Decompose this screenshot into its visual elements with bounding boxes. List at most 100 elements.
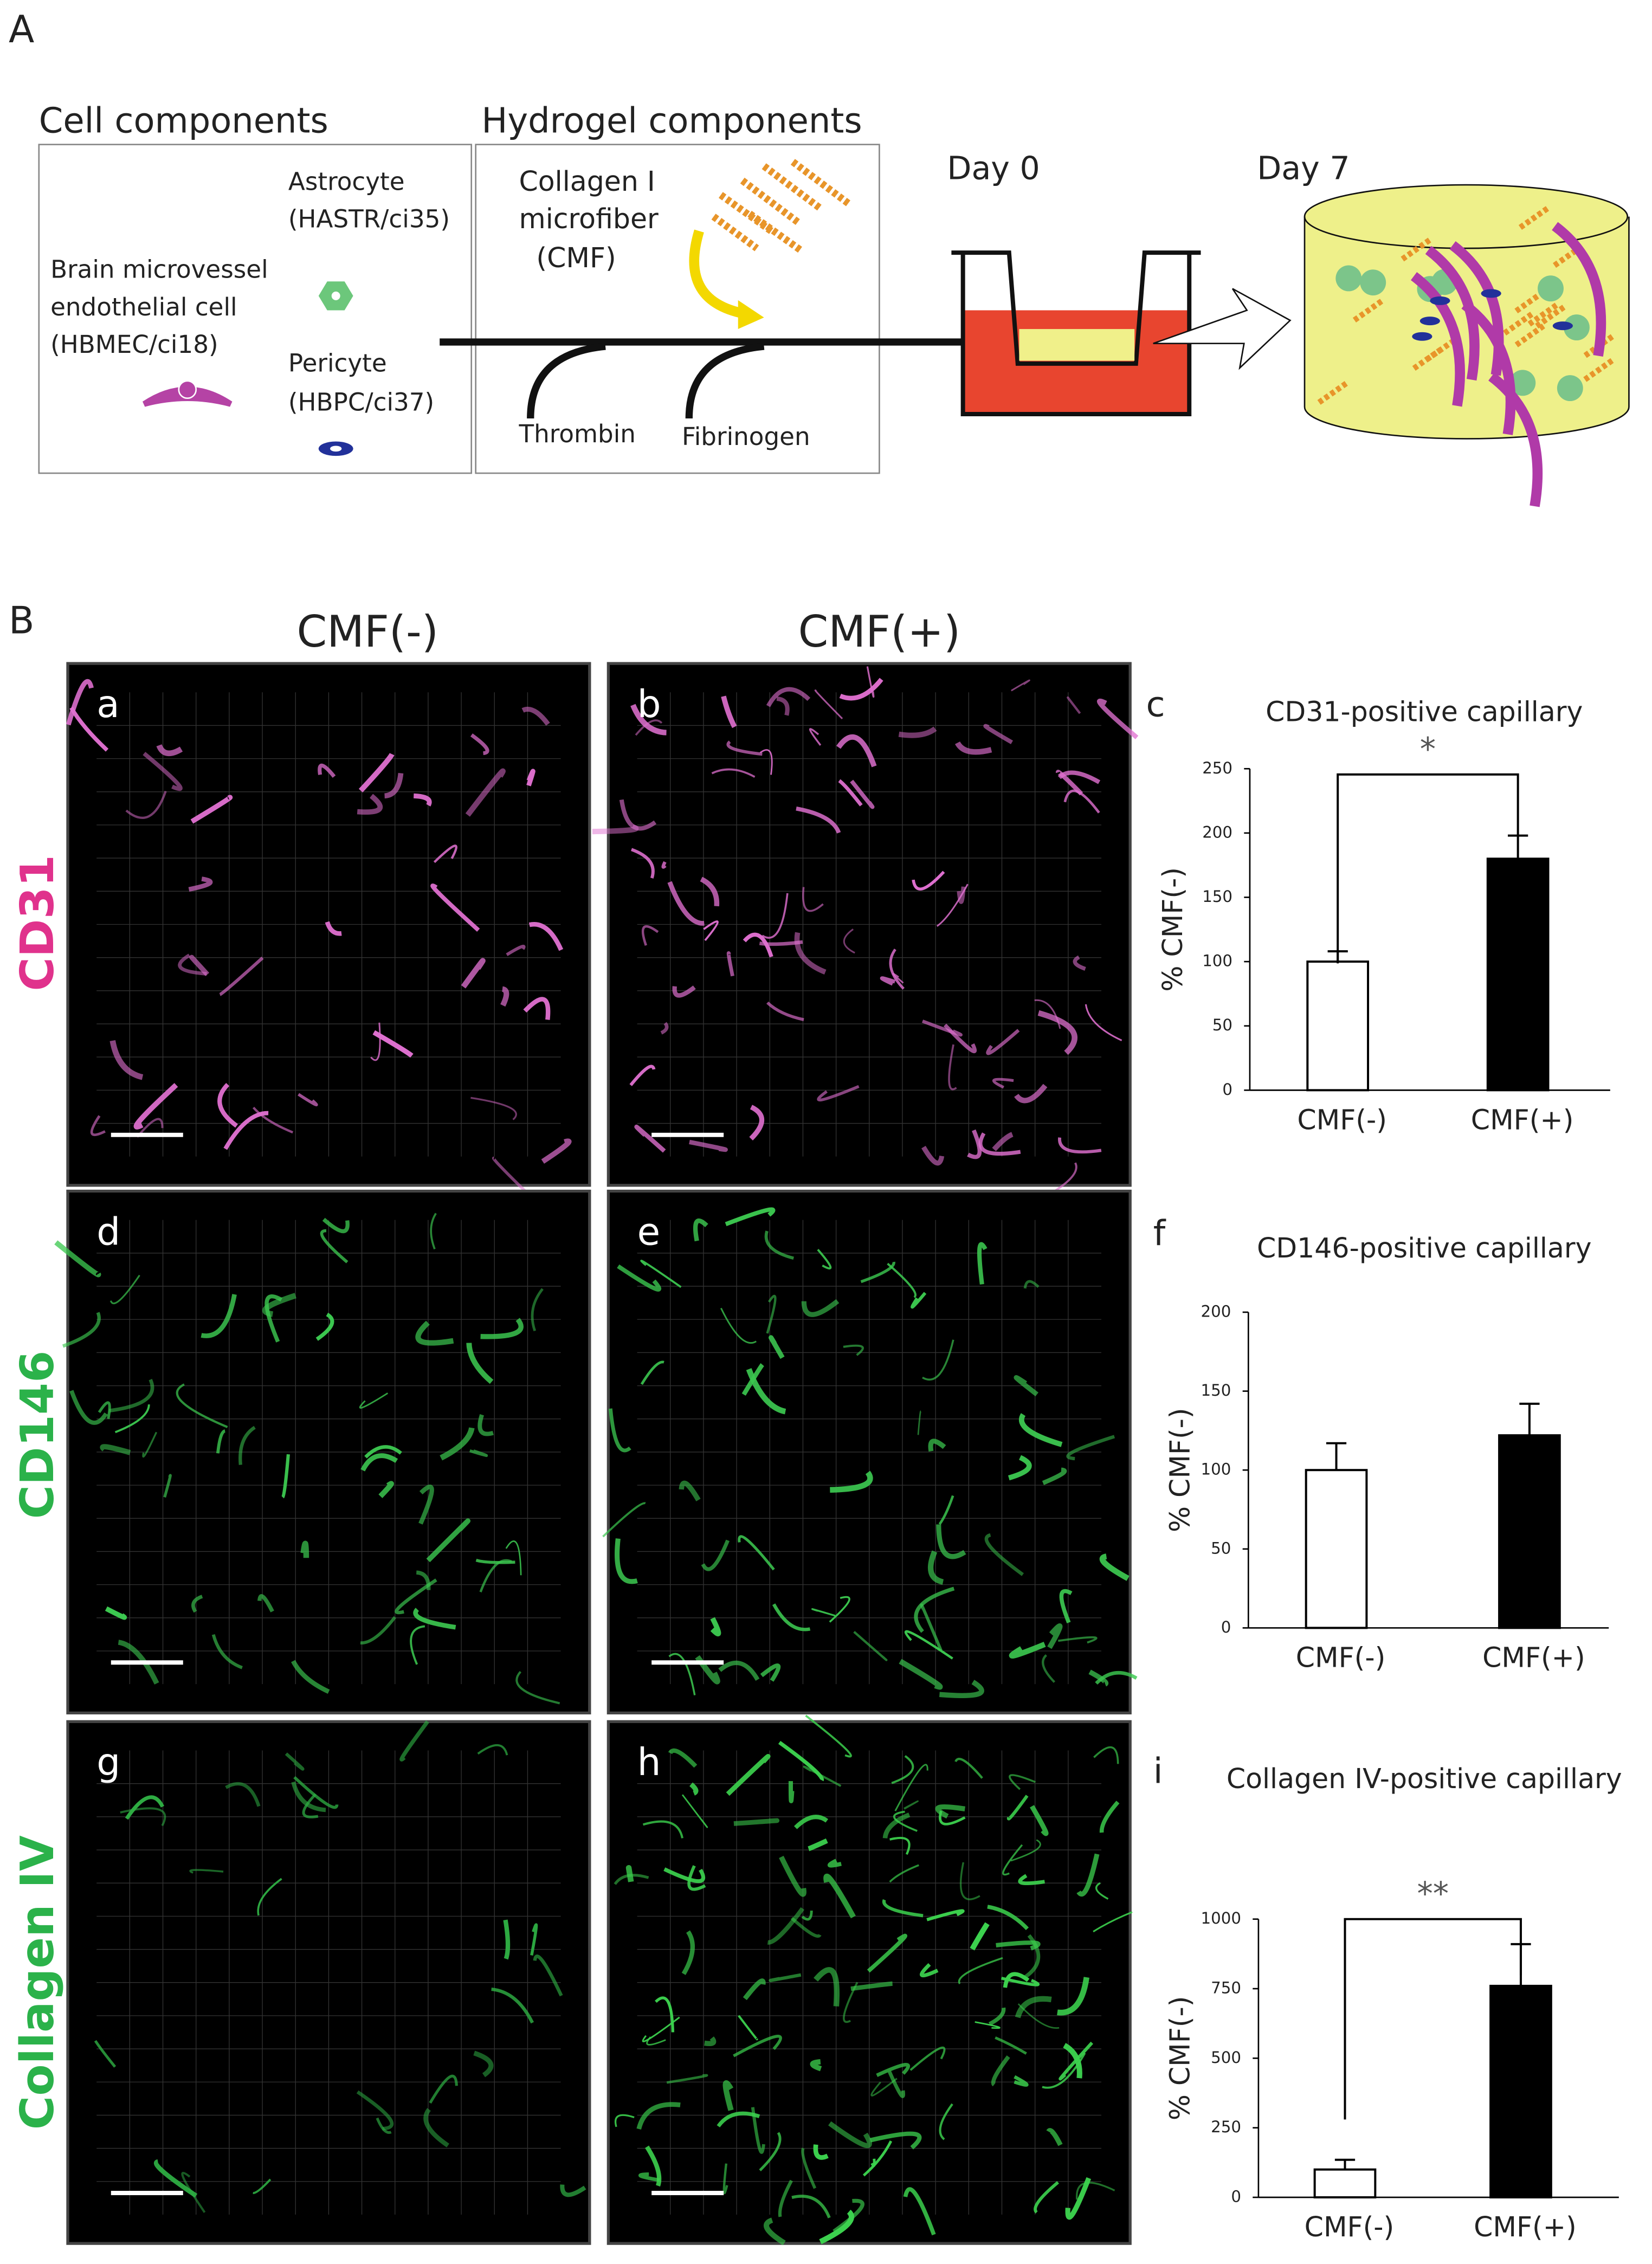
- vessel: [430, 883, 480, 932]
- vessel: [810, 2059, 822, 2072]
- vessel: [738, 2015, 758, 2041]
- vessel: [399, 1720, 429, 1762]
- vessel: [655, 1996, 675, 2033]
- cylinder: [1303, 216, 1630, 440]
- vessel: [291, 1660, 330, 1694]
- vessel: [928, 1439, 946, 1452]
- vessel: [1006, 1795, 1029, 1821]
- vessel: [903, 2187, 936, 2236]
- x-tick-label: CMF(-): [1296, 1641, 1386, 1673]
- vessel: [523, 997, 551, 1020]
- vessel: [465, 768, 506, 817]
- text: (CMF): [536, 242, 616, 274]
- vessel: [541, 1138, 572, 1164]
- vessel: [358, 752, 395, 792]
- vessel: [253, 2178, 272, 2194]
- panel-label: i: [1153, 1752, 1163, 1792]
- vessel: [631, 848, 655, 879]
- vessel: [801, 1299, 840, 1317]
- vessel: [592, 824, 639, 835]
- vessel: [635, 719, 663, 736]
- vessel: [109, 1274, 140, 1305]
- section-title: Cell components: [39, 101, 328, 141]
- vessel: [1076, 2182, 1115, 2200]
- vessel: [238, 1426, 256, 1465]
- vessel: [1018, 1413, 1063, 1447]
- y-axis-label: % CMF(-): [1164, 1996, 1196, 2121]
- vessel: [429, 2074, 458, 2104]
- vessel: [679, 1480, 701, 1501]
- vessel: [681, 1930, 695, 1975]
- vessel: [433, 844, 457, 863]
- vessel: [357, 794, 383, 815]
- box: [38, 144, 473, 474]
- vessel: [1047, 1623, 1063, 1649]
- vessel: [1023, 1280, 1040, 1289]
- column-header: CMF(+): [798, 607, 961, 657]
- vessel: [143, 752, 183, 791]
- vessel: [491, 1987, 534, 2024]
- y-tick-label: 0: [1221, 1618, 1231, 1636]
- vessel: [814, 689, 843, 720]
- vessel: [264, 1294, 283, 1343]
- vessel: [356, 2090, 394, 2131]
- y-tick-label: 200: [1202, 823, 1232, 841]
- vessel: [701, 1539, 730, 1571]
- vessel: [920, 1963, 939, 1978]
- vessel: [506, 945, 526, 956]
- vessel: [136, 1118, 164, 1138]
- vessel: [904, 1800, 919, 1810]
- y-tick-label: 750: [1211, 1979, 1241, 1997]
- fiber: [1502, 311, 1535, 336]
- vessel: [475, 1558, 515, 1564]
- vessel: [843, 1982, 859, 2023]
- vessel: [638, 2172, 660, 2182]
- vessel: [163, 1474, 172, 1498]
- vessel: [853, 1630, 888, 1661]
- vessel: [1093, 1746, 1119, 1764]
- vessel: [817, 1085, 860, 1102]
- vessel: [909, 2046, 946, 2071]
- y-tick-label: 100: [1202, 952, 1232, 970]
- vessel: [461, 958, 486, 989]
- text: Day 0: [947, 150, 1040, 187]
- text: Collagen I: [519, 165, 655, 197]
- vessel: [939, 1810, 966, 1826]
- vessel: [1410, 272, 1465, 407]
- x-tick-label: CMF(-): [1297, 1104, 1387, 1136]
- vessel: [850, 779, 875, 809]
- vessel: [1063, 789, 1100, 814]
- vessel: [320, 1229, 349, 1263]
- vessel: [882, 1899, 924, 1918]
- error-bar: [1326, 1442, 1347, 1470]
- vessel: [1042, 1467, 1067, 1485]
- arrow: [527, 343, 606, 418]
- cylinder-contents: [1317, 205, 1616, 507]
- vessel: [668, 1653, 696, 1695]
- error-bar: [1334, 2158, 1356, 2170]
- vessel: [764, 1230, 794, 1260]
- vessel: [817, 1249, 832, 1269]
- pericyte: [1552, 321, 1573, 331]
- vessel: [986, 1029, 1020, 1055]
- vessel: [190, 795, 233, 824]
- vessel: [615, 1538, 638, 1584]
- x-tick-label: CMF(+): [1482, 1641, 1585, 1673]
- y-axis-label: % CMF(-): [1157, 867, 1189, 992]
- vessel: [836, 734, 877, 767]
- icon: [178, 380, 197, 399]
- vessel: [479, 1559, 512, 1592]
- vessel: [176, 1383, 228, 1428]
- vessel: [1014, 2075, 1029, 2087]
- vessel: [291, 1781, 326, 1813]
- vessel: [1425, 246, 1480, 381]
- vessel: [958, 1957, 1003, 1984]
- vessel: [629, 1065, 656, 1086]
- y-tick-label: 250: [1202, 759, 1232, 777]
- vessel: [954, 741, 992, 755]
- pericyte: [1481, 289, 1501, 298]
- vessel: [526, 769, 535, 786]
- row-label: CD31: [11, 855, 64, 991]
- pericyte: [1419, 317, 1440, 326]
- vessel: [378, 1481, 394, 1498]
